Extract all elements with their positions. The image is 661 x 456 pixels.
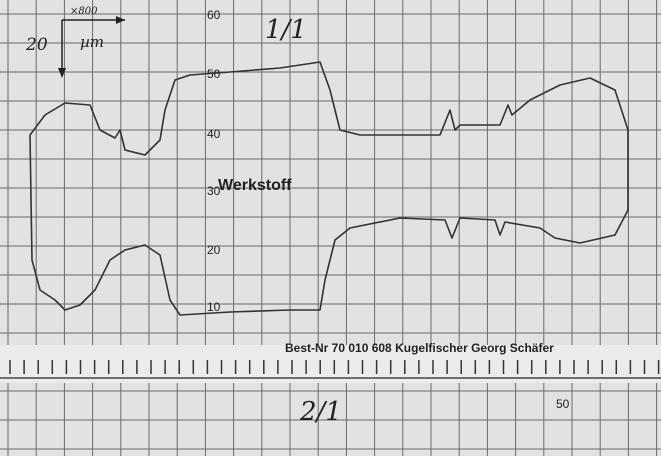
- footer-grid-label: 50: [556, 397, 570, 411]
- scale-unit: µm: [80, 33, 104, 51]
- order-line: Best-Nr 70 010 608 Kugelfischer Georg Sc…: [285, 341, 554, 355]
- material: Werkstoff: [218, 177, 292, 194]
- strip-ticks: [9, 360, 660, 374]
- strip: [0, 345, 661, 383]
- grid-label: 40: [207, 127, 221, 141]
- footer-title: 2/1: [299, 397, 342, 427]
- magnification: ×800: [70, 6, 98, 17]
- grid-label: 20: [207, 243, 221, 257]
- arrow-y-head: [58, 68, 66, 78]
- grid-label: 30: [207, 184, 221, 198]
- grid-label: 60: [207, 8, 221, 22]
- grid-label: 10: [207, 300, 221, 314]
- profile-trace: [29, 61, 629, 316]
- arrow-x-head: [116, 16, 125, 24]
- title: 1/1: [265, 15, 307, 45]
- scale-value: 20: [25, 35, 48, 55]
